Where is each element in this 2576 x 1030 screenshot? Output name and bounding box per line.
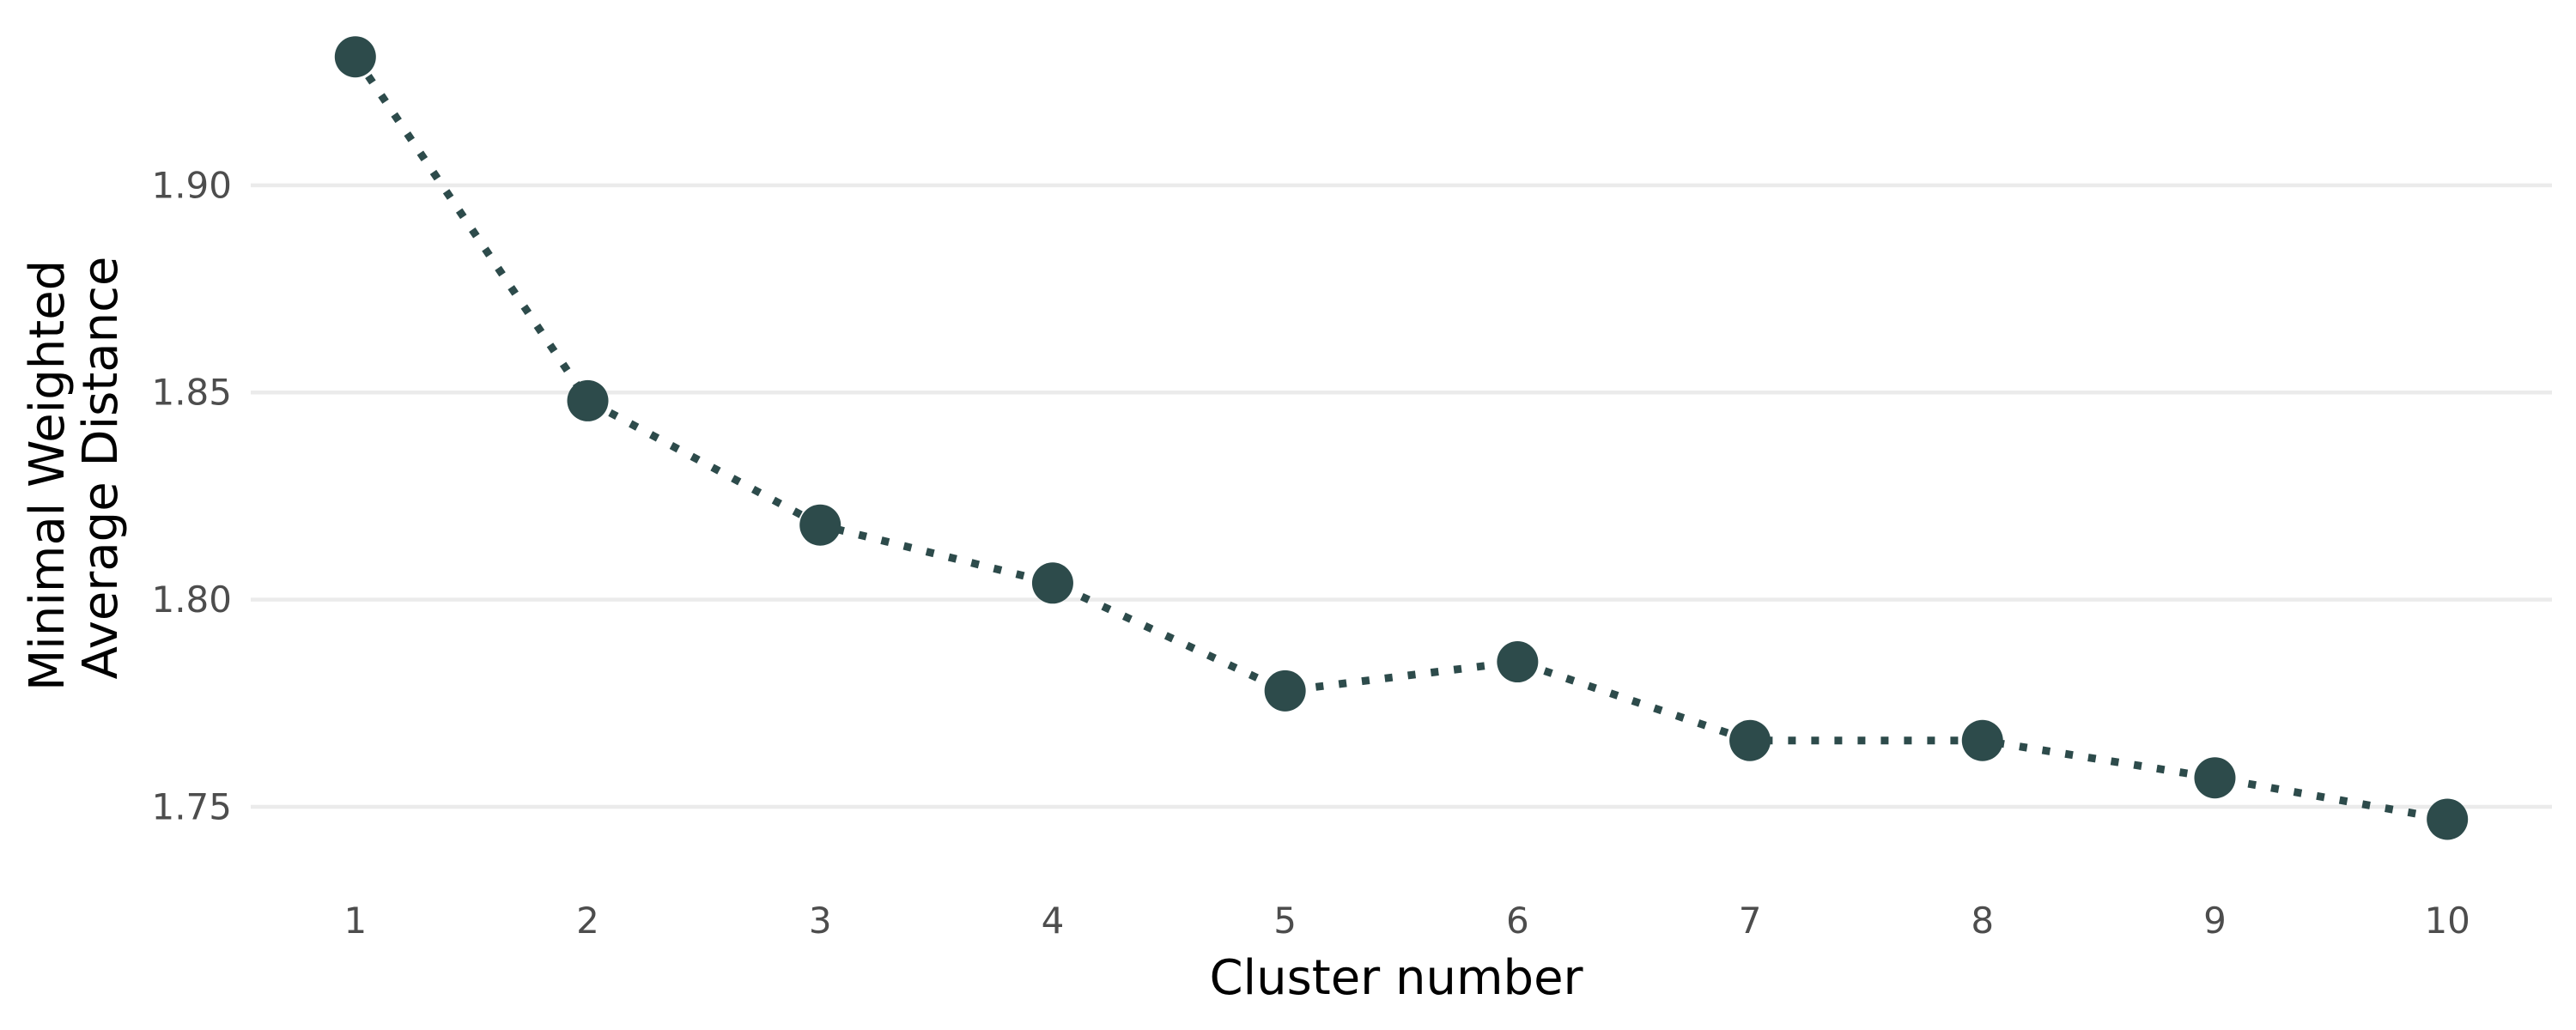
y-tick-label: 1.80 (151, 579, 232, 621)
y-axis-title-line-1: Minimal Weighted (20, 260, 76, 691)
data-point (567, 379, 609, 421)
y-tick-label: 1.90 (151, 164, 232, 206)
series-layer (334, 36, 2469, 840)
data-point (799, 504, 841, 546)
y-axis-title: Minimal Weighted Average Distance (20, 245, 129, 691)
x-tick-label: 2 (576, 900, 599, 942)
data-point (1031, 562, 1073, 604)
series-line-0 (352, 54, 2448, 823)
data-point (1729, 719, 1771, 761)
data-point (1961, 719, 2003, 761)
x-tick-label: 7 (1739, 900, 1762, 942)
x-axis-title: Cluster number (1209, 950, 1583, 1006)
x-tick-label: 9 (2203, 900, 2227, 942)
data-point (2194, 757, 2236, 799)
x-tick-label: 5 (1273, 900, 1297, 942)
x-tick-label: 10 (2424, 900, 2470, 942)
data-point (1264, 670, 1306, 712)
x-tick-label: 1 (343, 900, 367, 942)
data-point (1497, 641, 1539, 683)
x-tick-label: 3 (809, 900, 832, 942)
x-tick-label: 8 (1971, 900, 1994, 942)
y-tick-label: 1.85 (151, 372, 232, 414)
y-axis-ticks: 1.75 1.80 1.85 1.90 (151, 164, 232, 827)
x-tick-label: 4 (1042, 900, 1065, 942)
y-tick-label: 1.75 (151, 786, 232, 828)
y-axis-title-line-2: Average Distance (73, 257, 129, 680)
grid-lines (251, 183, 2552, 809)
x-tick-label: 6 (1506, 900, 1529, 942)
data-point (334, 36, 376, 78)
data-point (2427, 798, 2469, 840)
x-axis-ticks: 1 2 3 4 5 6 7 8 9 10 (343, 900, 2470, 942)
